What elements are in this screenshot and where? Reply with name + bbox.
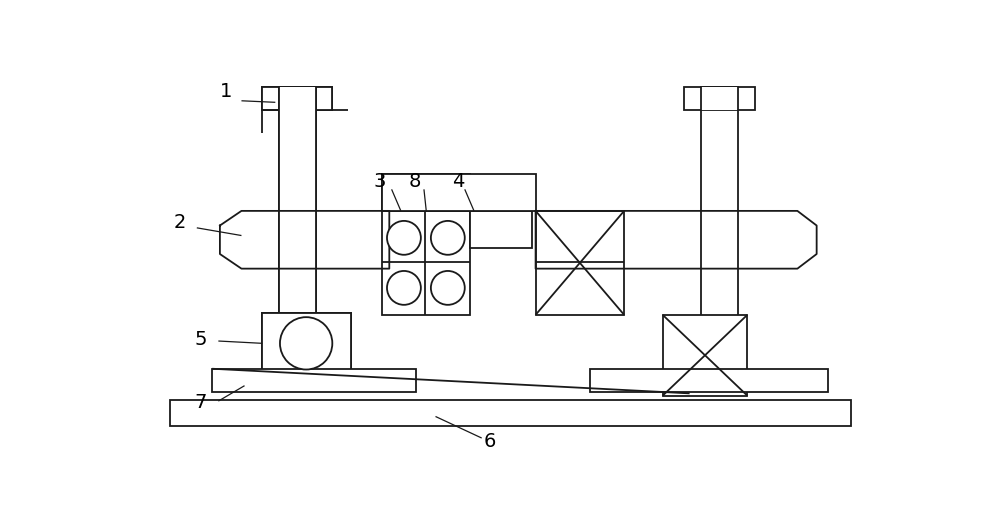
Bar: [262, 87, 332, 110]
Bar: [590, 368, 828, 392]
Bar: [701, 87, 738, 110]
Text: 1: 1: [220, 82, 232, 101]
Bar: [701, 87, 738, 360]
Bar: [279, 87, 316, 110]
Bar: [536, 211, 624, 315]
Bar: [170, 400, 851, 427]
Circle shape: [387, 271, 421, 305]
Circle shape: [431, 271, 465, 305]
Bar: [262, 312, 351, 374]
Bar: [279, 87, 316, 341]
Circle shape: [280, 317, 332, 370]
Bar: [279, 87, 316, 341]
Bar: [262, 312, 351, 374]
Circle shape: [431, 221, 465, 255]
Text: 7: 7: [194, 393, 207, 412]
Circle shape: [387, 221, 421, 255]
Text: 2: 2: [174, 213, 186, 232]
Bar: [663, 315, 747, 395]
Bar: [262, 87, 332, 110]
Bar: [382, 211, 470, 315]
Bar: [212, 368, 416, 392]
Text: 4: 4: [452, 172, 465, 191]
Bar: [470, 211, 532, 248]
Bar: [684, 87, 755, 110]
Text: 6: 6: [483, 432, 496, 450]
Bar: [382, 174, 536, 211]
Text: 3: 3: [373, 172, 385, 191]
Text: 8: 8: [409, 172, 421, 191]
Bar: [382, 174, 470, 211]
Text: 5: 5: [194, 330, 207, 349]
Bar: [262, 312, 351, 323]
Bar: [262, 363, 351, 374]
